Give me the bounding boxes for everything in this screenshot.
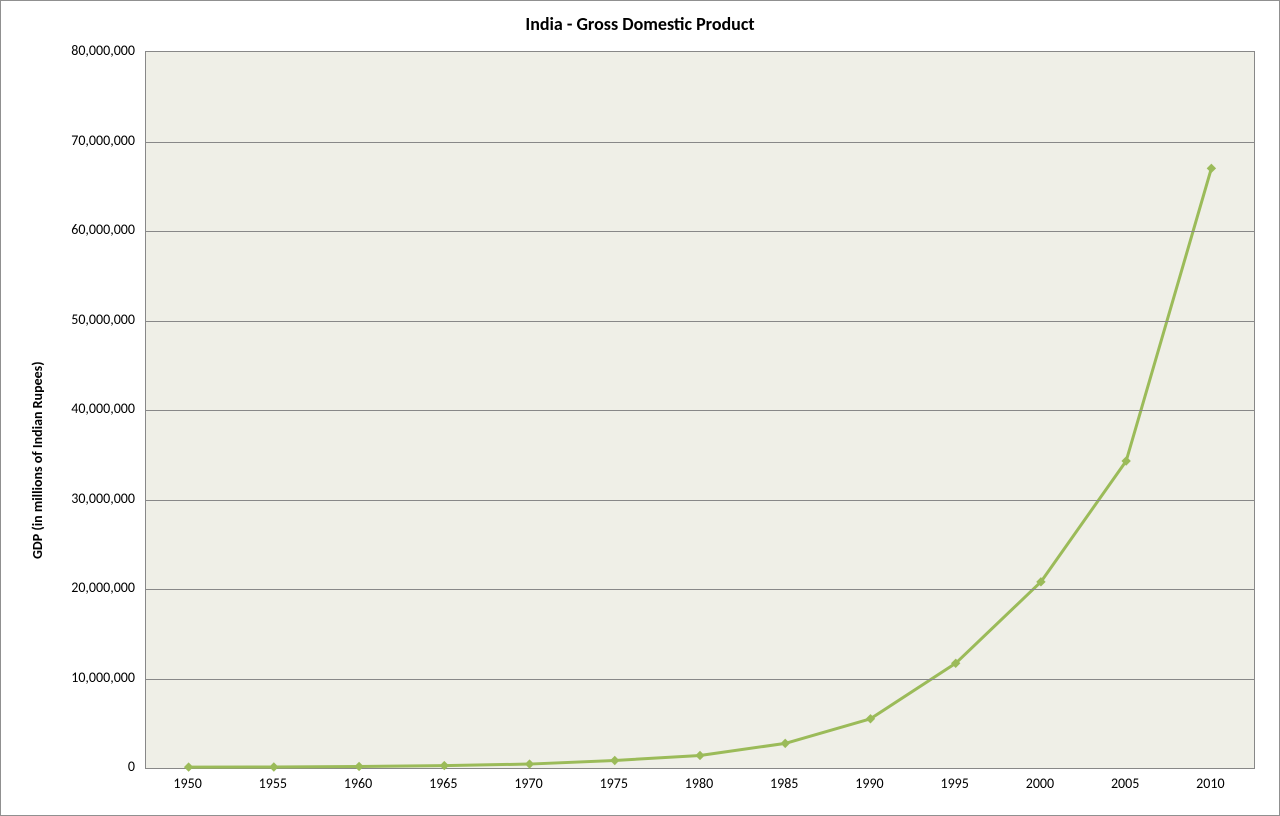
x-tick-label: 1955 <box>243 775 303 792</box>
data-marker <box>526 760 534 768</box>
x-tick-label: 1950 <box>158 775 218 792</box>
x-tick-label: 2000 <box>1010 775 1070 792</box>
y-axis-label: GDP (in millions of Indian Rupees) <box>29 361 46 559</box>
chart-title: India - Gross Domestic Product <box>1 13 1279 35</box>
data-marker <box>440 762 448 770</box>
y-tick-label: 0 <box>1 758 135 775</box>
x-tick-label: 1965 <box>413 775 473 792</box>
x-tick-label: 1985 <box>754 775 814 792</box>
y-tick-label: 30,000,000 <box>1 490 135 507</box>
plot-area <box>145 51 1255 769</box>
y-tick-label: 40,000,000 <box>1 400 135 417</box>
x-tick-label: 1995 <box>925 775 985 792</box>
gdp-line <box>189 168 1212 767</box>
data-marker <box>781 739 789 747</box>
y-tick-label: 70,000,000 <box>1 132 135 149</box>
data-marker <box>696 751 704 759</box>
y-tick-label: 10,000,000 <box>1 669 135 686</box>
x-tick-label: 2010 <box>1180 775 1240 792</box>
data-marker <box>270 763 278 771</box>
gridline <box>146 231 1254 232</box>
data-marker <box>185 763 193 771</box>
x-tick-label: 1975 <box>584 775 644 792</box>
data-marker <box>355 762 363 770</box>
chart-container: India - Gross Domestic Product GDP (in m… <box>0 0 1280 816</box>
x-tick-label: 1990 <box>839 775 899 792</box>
x-tick-label: 1970 <box>499 775 559 792</box>
data-marker <box>1207 164 1215 172</box>
y-tick-label: 80,000,000 <box>1 42 135 59</box>
gridline <box>146 321 1254 322</box>
data-marker <box>611 756 619 764</box>
x-tick-label: 2005 <box>1095 775 1155 792</box>
x-tick-label: 1980 <box>669 775 729 792</box>
gridline <box>146 589 1254 590</box>
gridline <box>146 142 1254 143</box>
x-tick-label: 1960 <box>328 775 388 792</box>
y-tick-label: 60,000,000 <box>1 221 135 238</box>
y-tick-label: 20,000,000 <box>1 579 135 596</box>
gridline <box>146 679 1254 680</box>
y-tick-label: 50,000,000 <box>1 311 135 328</box>
gridline <box>146 500 1254 501</box>
gridline <box>146 410 1254 411</box>
